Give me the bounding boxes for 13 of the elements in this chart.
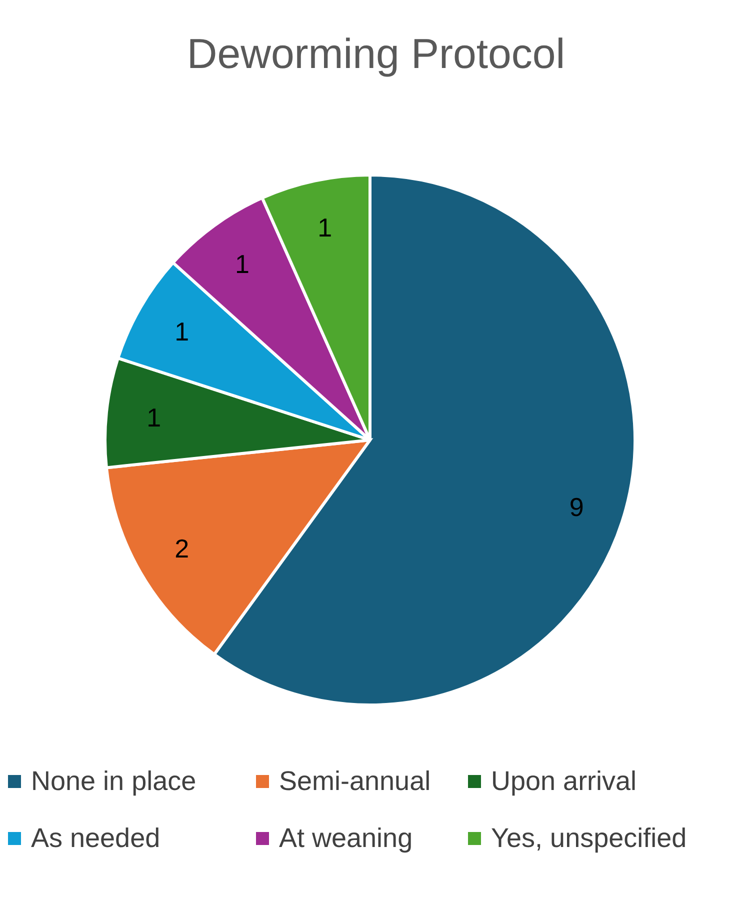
data-label: 1	[174, 316, 190, 346]
data-label: 2	[174, 534, 190, 564]
legend-label: Upon arrival	[491, 766, 637, 797]
chart-title: Deworming Protocol	[186, 29, 566, 79]
data-label: 1	[146, 402, 162, 432]
legend-label: Yes, unspecified	[491, 823, 687, 854]
legend-label: Semi-annual	[279, 766, 431, 797]
data-label: 9	[569, 492, 584, 522]
legend-label: As needed	[31, 823, 160, 854]
legend-label: At weaning	[279, 823, 413, 854]
data-label: 1	[235, 249, 250, 280]
legend-label: None in place	[31, 766, 196, 797]
data-label: 1	[318, 212, 332, 242]
